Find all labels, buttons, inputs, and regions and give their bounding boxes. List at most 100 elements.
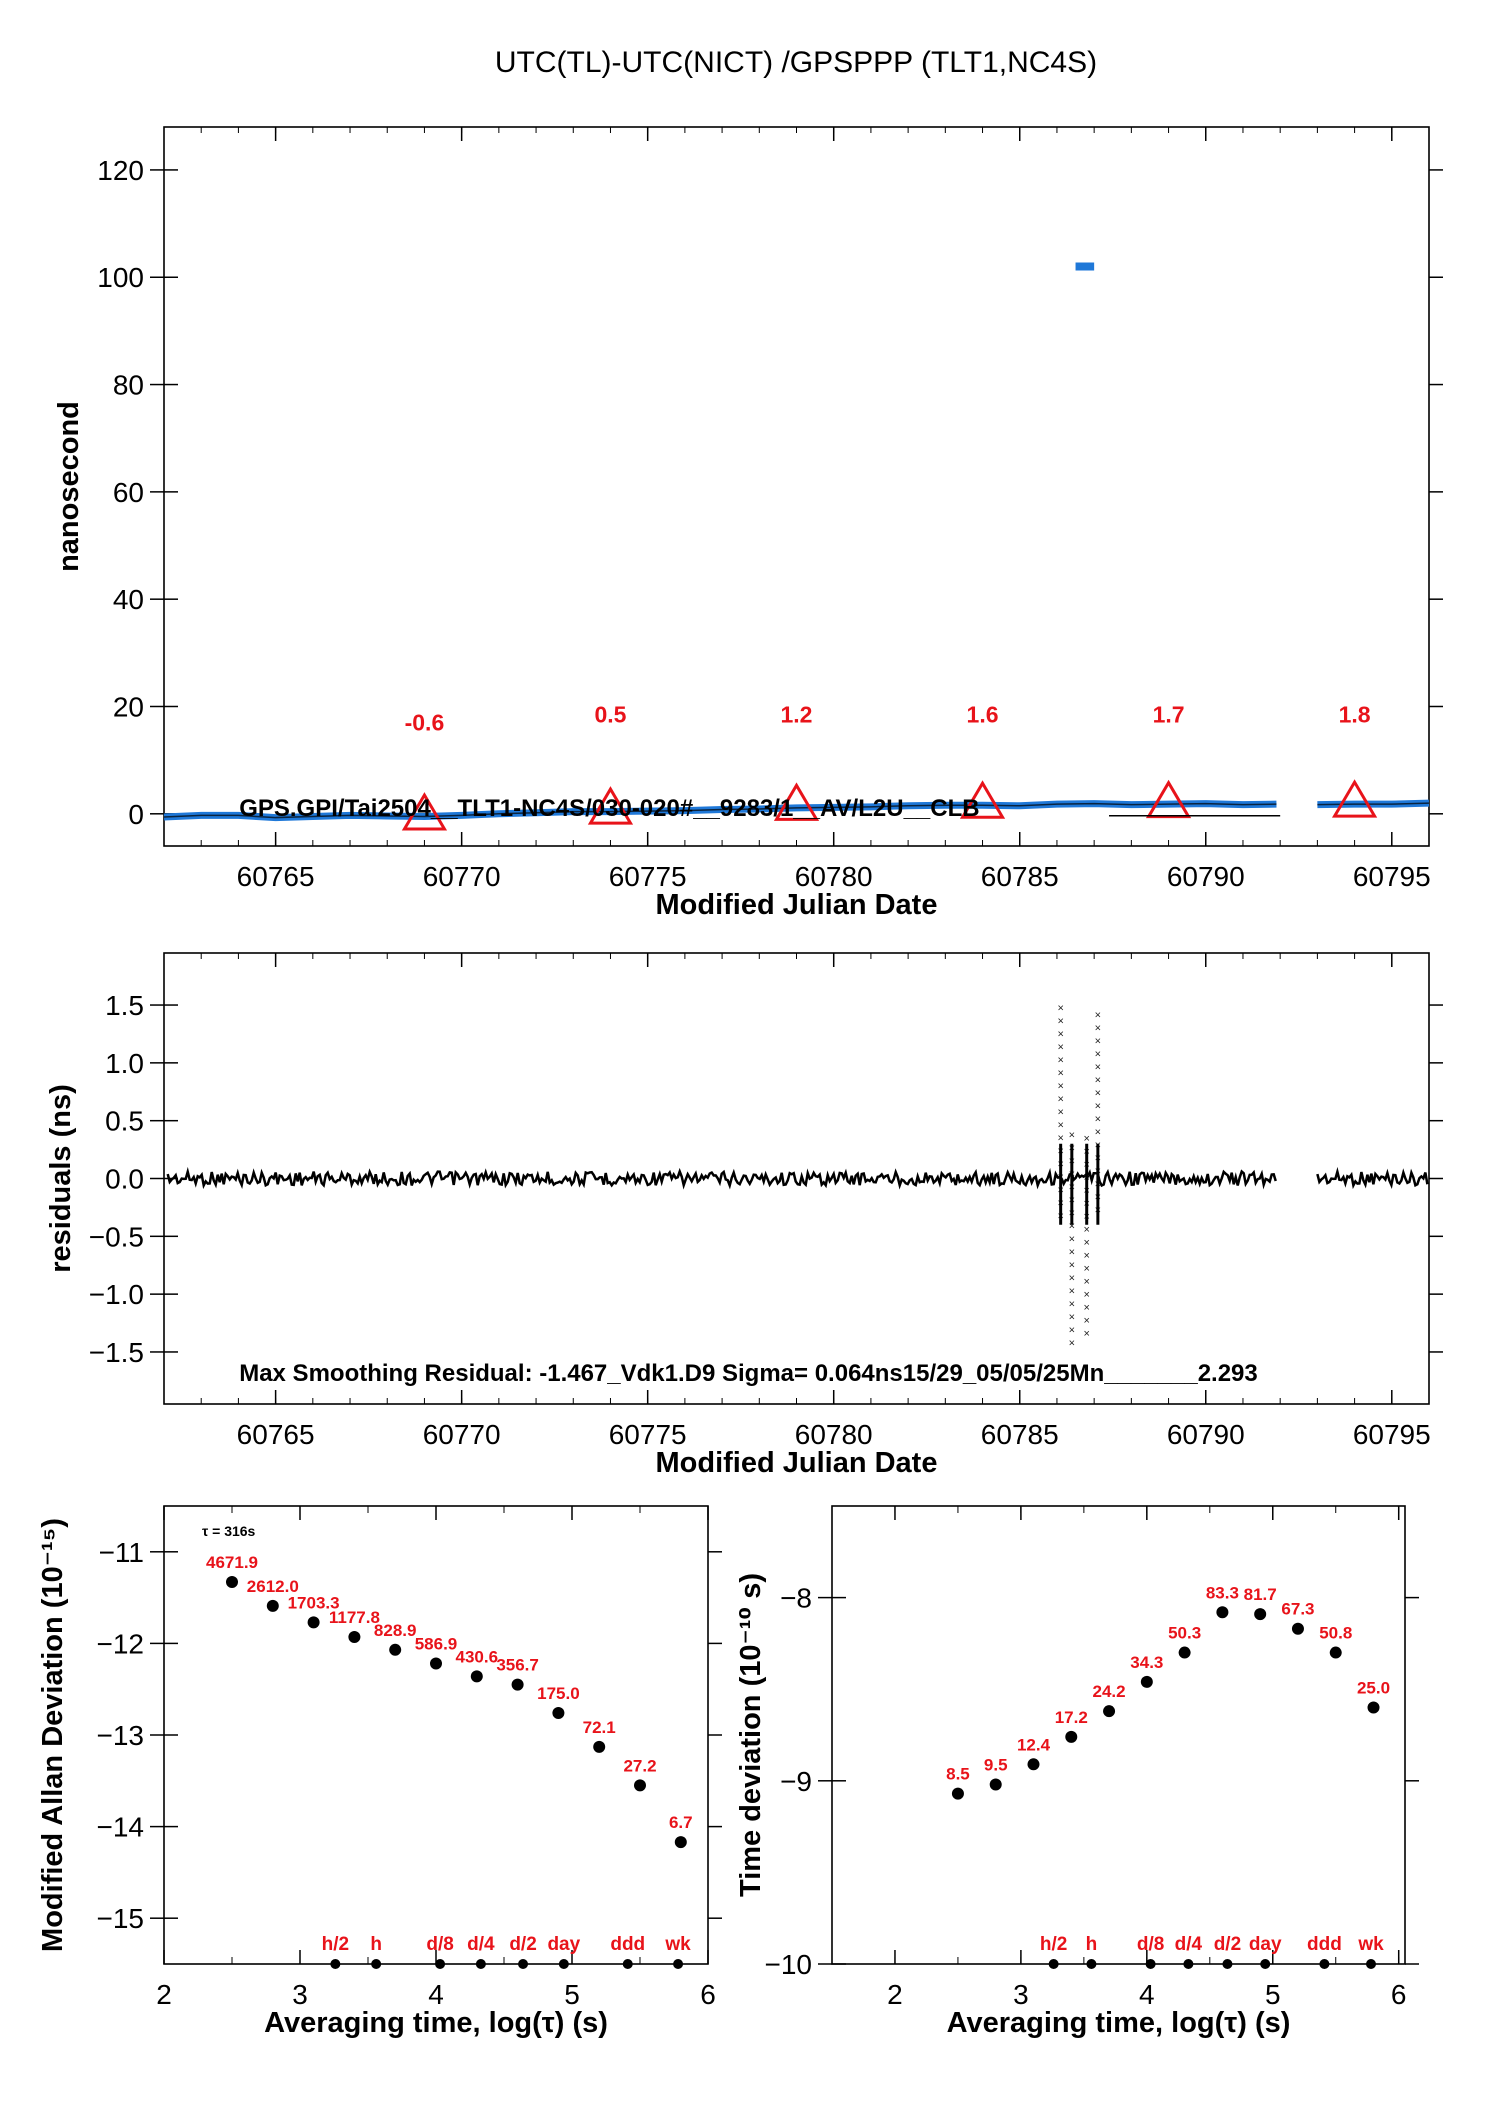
x-tick-label: 60780 bbox=[795, 1419, 873, 1450]
data-point bbox=[511, 1678, 524, 1691]
y-tick-label: −0.5 bbox=[89, 1221, 144, 1252]
reference-mark-label: d/4 bbox=[1175, 1934, 1203, 1955]
x-tick-label: 5 bbox=[1265, 1979, 1281, 2010]
reference-mark bbox=[1048, 1959, 1059, 1969]
triangle-marker bbox=[773, 782, 820, 821]
triangle-marker bbox=[587, 786, 634, 825]
residuals-plot: 60765 60770 60775 60780 60785 60790 60795 1.5 1.… bbox=[45, 952, 1443, 1479]
residual-band bbox=[166, 1166, 1277, 1190]
reference-mark bbox=[558, 1959, 569, 1969]
point-value-label: 2612.0 bbox=[247, 1577, 299, 1596]
y-tick-label: 0.5 bbox=[105, 1106, 144, 1137]
chart-title: UTC(TL)-UTC(NICT) /GPSPPP (TLT1,NC4S) bbox=[495, 46, 1097, 79]
x-tick-label: 60785 bbox=[981, 861, 1059, 892]
tdev-plot: 2 3 4 5 6 −8 −9 −10 Averaging time, log(τ) (s) Ti… bbox=[735, 1505, 1419, 2039]
x-axis-label: Modified Julian Date bbox=[656, 889, 938, 921]
residual-point: × bbox=[1057, 1054, 1063, 1066]
residual-point: × bbox=[1083, 1237, 1089, 1249]
x-tick-label: 4 bbox=[428, 1979, 444, 2010]
residual-band bbox=[1316, 1166, 1429, 1190]
y-tick-label: −15 bbox=[97, 1903, 145, 1934]
marker-value-label: -0.6 bbox=[405, 710, 445, 736]
x-tick-label: 60795 bbox=[1353, 861, 1431, 892]
reference-mark-label: d/8 bbox=[1137, 1934, 1164, 1955]
reference-mark bbox=[1222, 1959, 1233, 1969]
residual-point: × bbox=[1095, 1035, 1101, 1047]
point-value-label: 586.9 bbox=[415, 1635, 458, 1654]
reference-mark bbox=[1183, 1959, 1194, 1969]
reference-mark bbox=[622, 1959, 633, 1969]
residual-point: × bbox=[1069, 1299, 1075, 1311]
reference-mark-label: wk bbox=[1357, 1934, 1384, 1955]
y-tick-label: −13 bbox=[97, 1720, 145, 1751]
residual-point: × bbox=[1057, 1106, 1063, 1118]
data-point bbox=[430, 1657, 442, 1670]
reference-mark bbox=[673, 1959, 684, 1969]
reference-mark bbox=[1260, 1959, 1271, 1969]
plot-frame bbox=[831, 1505, 1406, 1965]
x-tick-label: 60780 bbox=[795, 861, 873, 892]
triangle-marker bbox=[1331, 779, 1378, 818]
triangle-marker bbox=[401, 792, 448, 831]
residual-point: × bbox=[1083, 1289, 1089, 1301]
point-value-label: 12.4 bbox=[1017, 1735, 1051, 1754]
point-value-label: 828.9 bbox=[374, 1621, 417, 1640]
reference-mark bbox=[330, 1959, 341, 1969]
residual-point: × bbox=[1069, 1338, 1075, 1350]
y-tick-label: 120 bbox=[97, 155, 144, 186]
residual-point: × bbox=[1069, 1234, 1075, 1246]
data-point bbox=[470, 1670, 483, 1683]
x-axis-label: Modified Julian Date bbox=[656, 1447, 938, 1479]
data-point bbox=[593, 1740, 606, 1753]
y-tick-label: −1.5 bbox=[89, 1337, 144, 1368]
residual-point: × bbox=[1069, 1221, 1075, 1233]
residual-point: × bbox=[1057, 1028, 1063, 1040]
reference-mark-label: wk bbox=[664, 1934, 691, 1955]
point-value-label: 72.1 bbox=[583, 1718, 616, 1737]
plot-frame bbox=[163, 1505, 709, 1965]
x-tick-label: 60770 bbox=[423, 861, 501, 892]
reference-mark-label: day bbox=[1249, 1934, 1282, 1955]
residual-point: × bbox=[1095, 1100, 1101, 1112]
residual-point: × bbox=[1057, 1015, 1063, 1027]
x-tick-label: 6 bbox=[1391, 1979, 1407, 2010]
residual-point: × bbox=[1069, 1260, 1075, 1272]
residual-point: × bbox=[1095, 1087, 1101, 1099]
data-point bbox=[951, 1787, 964, 1800]
y-tick-label: 40 bbox=[113, 584, 144, 615]
x-tick-label: 60765 bbox=[237, 861, 315, 892]
point-value-label: 81.7 bbox=[1244, 1585, 1277, 1604]
data-point bbox=[1178, 1646, 1191, 1659]
reference-mark-label: ddd bbox=[1307, 1934, 1342, 1955]
reference-mark bbox=[371, 1959, 382, 1969]
data-point bbox=[1065, 1730, 1078, 1743]
residual-point: × bbox=[1083, 1250, 1089, 1262]
point-value-label: 8.5 bbox=[946, 1765, 970, 1784]
residual-point: × bbox=[1083, 1276, 1089, 1288]
residual-point: × bbox=[1095, 1048, 1101, 1060]
y-tick-label: −11 bbox=[99, 1537, 144, 1568]
data-point bbox=[1291, 1622, 1304, 1635]
y-tick-label: 20 bbox=[113, 691, 144, 722]
y-tick-label: −8 bbox=[780, 1583, 812, 1614]
data-point bbox=[348, 1630, 361, 1643]
x-tick-label: 60785 bbox=[981, 1419, 1059, 1450]
x-tick-label: 5 bbox=[564, 1979, 580, 2010]
point-value-label: 1177.8 bbox=[329, 1608, 380, 1627]
reference-mark-label: ddd bbox=[610, 1934, 645, 1955]
x-tick-label: 60775 bbox=[609, 861, 687, 892]
residual-point: × bbox=[1069, 1286, 1075, 1298]
y-axis-label: Modified Allan Deviation (10⁻¹⁵) bbox=[37, 1518, 69, 1952]
reference-mark-label: h/2 bbox=[1040, 1934, 1067, 1955]
residual-point: × bbox=[1057, 1119, 1063, 1131]
residual-point: × bbox=[1083, 1133, 1089, 1145]
point-value-label: 50.3 bbox=[1168, 1624, 1201, 1643]
residual-point: × bbox=[1057, 1002, 1063, 1014]
point-value-label: 9.5 bbox=[984, 1755, 1008, 1774]
residual-point: × bbox=[1095, 1009, 1101, 1021]
marker-value-label: 1.8 bbox=[1339, 702, 1371, 728]
y-axis-label: residuals (ns) bbox=[45, 1084, 77, 1273]
data-point bbox=[1140, 1675, 1153, 1688]
x-tick-label: 60765 bbox=[237, 1419, 315, 1450]
y-tick-label: 80 bbox=[113, 370, 144, 401]
